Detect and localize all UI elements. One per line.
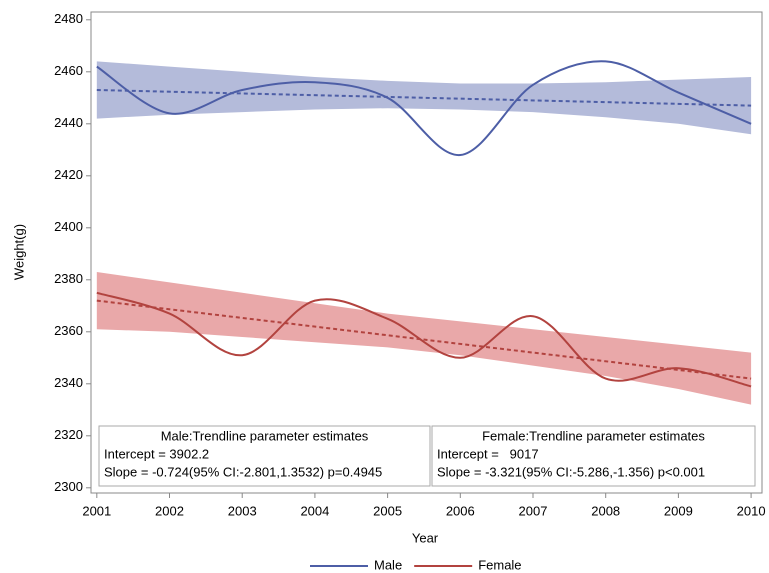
y-tick-label: 2420 [54,167,83,182]
y-tick-label: 2320 [54,427,83,442]
annotation-line: Intercept = 3902.2 [104,446,209,461]
y-tick-label: 2460 [54,63,83,78]
series-line [96,291,752,388]
y-tick-label: 2340 [54,375,83,390]
x-tick-label: 2009 [664,503,693,518]
x-tick-label: 2003 [228,503,257,518]
y-tick-label: 2360 [54,323,83,338]
trend-line [96,299,752,380]
x-axis-label: Year [412,530,439,545]
x-tick-label: 2007 [519,503,548,518]
y-axis-label: Weight(g) [11,224,26,280]
annotation-line: Slope = -3.321(95% CI:-5.286,-1.356) p<0… [437,464,705,479]
annotation-line: Slope = -0.724(95% CI:-2.801,1.3532) p=0… [104,464,382,479]
y-tick-label: 2380 [54,271,83,286]
x-tick-label: 2005 [373,503,402,518]
y-tick-label: 2480 [54,11,83,26]
x-tick-label: 2010 [737,503,766,518]
y-tick-label: 2300 [54,479,83,494]
series-line [96,60,752,157]
y-tick-label: 2400 [54,219,83,234]
y-tick-label: 2440 [54,115,83,130]
annotation-box [98,425,431,487]
annotation-title: Female:Trendline parameter estimates [482,428,705,443]
x-tick-label: 2001 [82,503,111,518]
x-tick-label: 2008 [591,503,620,518]
legend-label: Female [478,557,521,572]
x-tick-label: 2002 [155,503,184,518]
annotation-box [431,425,756,487]
x-tick-label: 2004 [300,503,329,518]
legend-label: Male [374,557,402,572]
annotation-line: Intercept = 9017 [437,446,539,461]
annotation-title: Male:Trendline parameter estimates [161,428,369,443]
plot-frame [90,11,763,494]
confidence-band [96,272,752,405]
confidence-band [96,61,752,135]
x-tick-label: 2006 [446,503,475,518]
